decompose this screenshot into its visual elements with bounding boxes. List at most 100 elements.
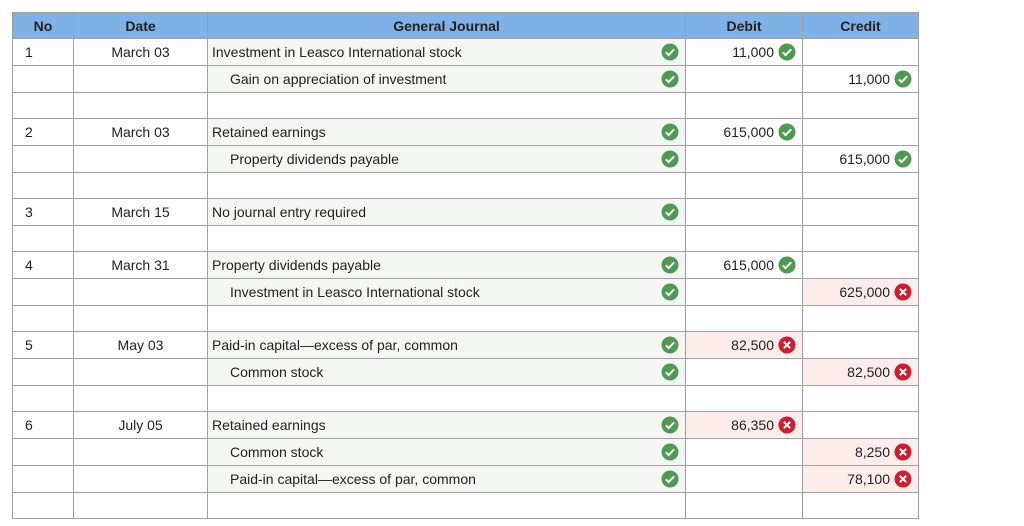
entry-no: 2 [25, 124, 33, 140]
amount-cell: 11,000 [686, 39, 802, 65]
col-header: No [12, 12, 74, 39]
credit-amount: 615,000 [839, 151, 890, 167]
entry-no: 5 [25, 337, 33, 353]
account-name: Property dividends payable [230, 151, 399, 167]
amount-cell: 86,350 [686, 412, 802, 438]
date-cell [73, 278, 208, 306]
blank-row [12, 385, 919, 412]
check-icon [778, 256, 796, 274]
amount-cell: 615,000 [803, 146, 918, 172]
account-cell: Property dividends payable [207, 251, 686, 279]
amount-cell: 625,000 [803, 279, 918, 305]
account-name: Retained earnings [212, 417, 326, 433]
account-cell: Common stock [207, 438, 686, 466]
no-cell: 4 [12, 251, 74, 279]
blank-cell [802, 92, 919, 119]
check-icon [661, 470, 679, 488]
account-cell: Investment in Leasco International stock [207, 278, 686, 306]
blank-cell [802, 305, 919, 332]
amount-cell: 615,000 [686, 252, 802, 278]
date-cell: March 31 [73, 251, 208, 279]
account-cell: Paid-in capital—excess of par, common [207, 331, 686, 359]
blank-cell [685, 492, 803, 519]
blank-cell [207, 305, 686, 332]
no-cell [12, 145, 74, 173]
date-cell [73, 465, 208, 493]
blank-cell [802, 172, 919, 199]
journal-row: Common stock 8,250 [12, 438, 919, 466]
account-name: Investment in Leasco International stock [230, 284, 480, 300]
debit-amount: 11,000 [732, 44, 774, 60]
credit-cell: 82,500 [802, 358, 919, 386]
blank-cell [685, 172, 803, 199]
credit-cell [802, 38, 919, 66]
account-cell: Common stock [207, 358, 686, 386]
error-icon [894, 470, 912, 488]
account-cell: Property dividends payable [207, 145, 686, 173]
credit-cell [802, 331, 919, 359]
amount-cell: 82,500 [686, 332, 802, 358]
debit-cell: 86,350 [685, 411, 803, 439]
credit-cell [802, 411, 919, 439]
account: Retained earnings [208, 412, 685, 438]
credit-cell: 78,100 [802, 465, 919, 493]
account-name: Common stock [230, 444, 324, 460]
blank-row [12, 492, 919, 519]
check-icon [778, 123, 796, 141]
credit-cell [802, 251, 919, 279]
date-cell: March 15 [73, 198, 208, 226]
credit-amount: 8,250 [854, 444, 890, 460]
blank-cell [73, 92, 208, 119]
blank-cell [802, 225, 919, 252]
account: Common stock [208, 439, 685, 465]
debit-cell: 615,000 [685, 251, 803, 279]
date-cell: May 03 [73, 331, 208, 359]
blank-cell [685, 225, 803, 252]
journal-row: Common stock 82,500 [12, 358, 919, 386]
debit-amount: 86,350 [731, 417, 774, 433]
account: Paid-in capital—excess of par, common [208, 332, 685, 358]
credit-cell: 615,000 [802, 145, 919, 173]
account: Paid-in capital—excess of par, common [208, 466, 685, 492]
entry-date: March 03 [111, 44, 170, 60]
journal-row: Paid-in capital—excess of par, common 78,… [12, 465, 919, 493]
blank-cell [685, 92, 803, 119]
blank-cell [685, 385, 803, 412]
no-cell: 6 [12, 411, 74, 439]
account-name: Paid-in capital—excess of par, common [230, 471, 476, 487]
check-icon [894, 70, 912, 88]
check-icon [661, 416, 679, 434]
blank-cell [207, 492, 686, 519]
check-icon [778, 43, 796, 61]
check-icon [661, 123, 679, 141]
error-icon [778, 336, 796, 354]
journal-row: 6 July 05 Retained earnings 86,350 [12, 411, 919, 439]
debit-cell [685, 65, 803, 93]
account-cell: Gain on appreciation of investment [207, 65, 686, 93]
account-cell: Retained earnings [207, 411, 686, 439]
blank-cell [207, 92, 686, 119]
blank-cell [685, 305, 803, 332]
entry-no: 4 [25, 257, 33, 273]
date-cell [73, 358, 208, 386]
debit-cell [685, 358, 803, 386]
blank-cell [802, 492, 919, 519]
date-cell [73, 438, 208, 466]
entry-date: March 03 [111, 124, 170, 140]
blank-row [12, 92, 919, 119]
blank-cell [73, 385, 208, 412]
no-cell [12, 438, 74, 466]
debit-amount: 615,000 [723, 257, 774, 273]
account-name: Property dividends payable [212, 257, 381, 273]
blank-cell [12, 305, 74, 332]
debit-cell [685, 145, 803, 173]
table-body: 1 March 03 Investment in Leasco Internatio… [12, 38, 919, 519]
account: Common stock [208, 359, 685, 385]
debit-cell: 615,000 [685, 118, 803, 146]
check-icon [661, 443, 679, 461]
no-cell: 3 [12, 198, 74, 226]
no-cell [12, 278, 74, 306]
debit-cell [685, 278, 803, 306]
error-icon [778, 416, 796, 434]
